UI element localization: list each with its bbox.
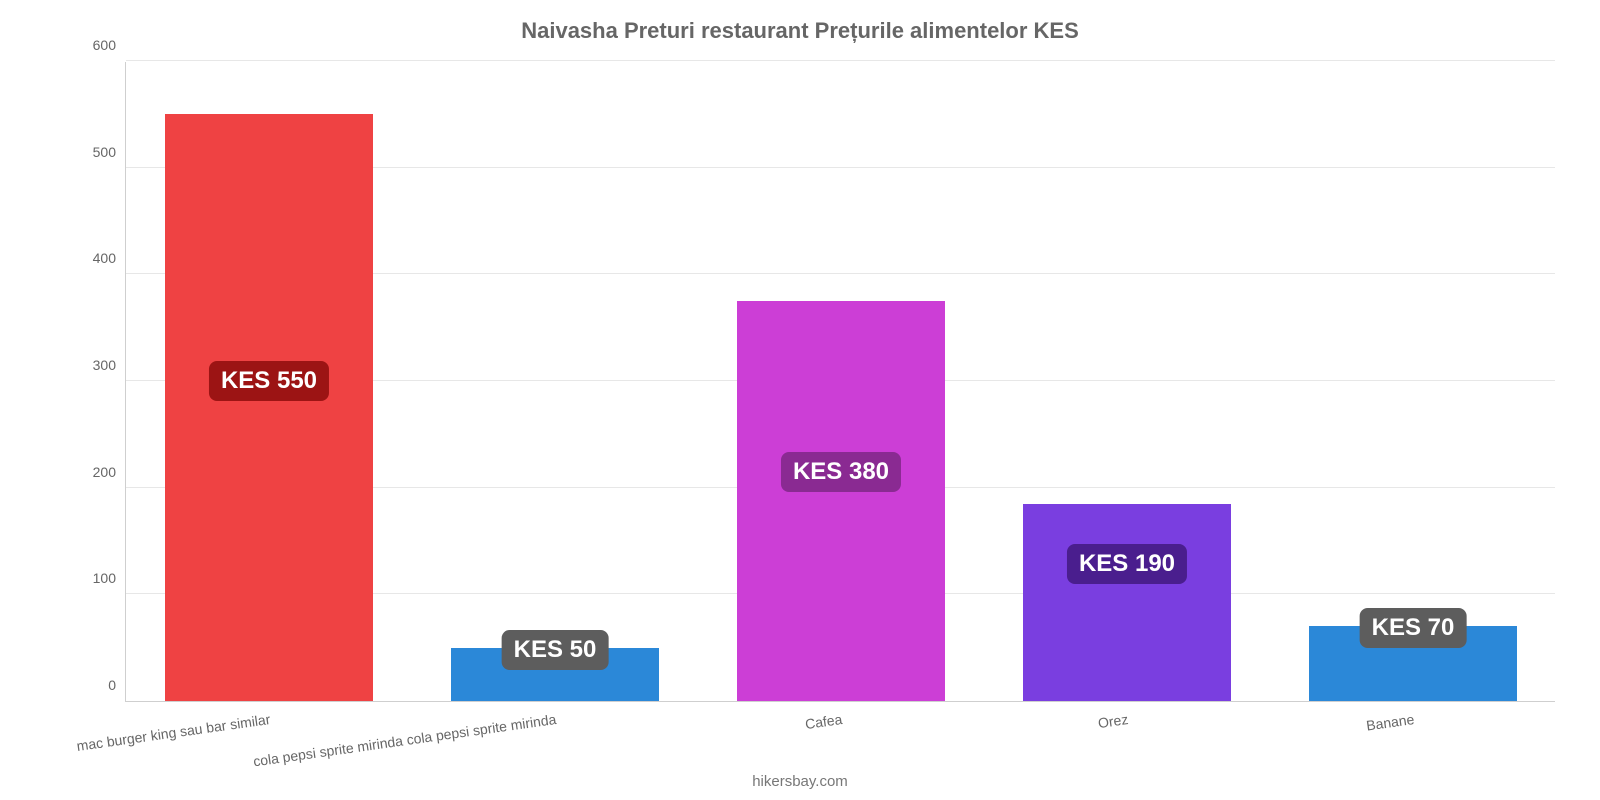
- y-tick-label: 500: [93, 144, 126, 160]
- y-tick-label: 100: [93, 570, 126, 586]
- y-tick-label: 300: [93, 357, 126, 373]
- y-tick-label: 600: [93, 37, 126, 53]
- chart-footer: hikersbay.com: [0, 773, 1600, 790]
- y-tick-label: 400: [93, 250, 126, 266]
- value-badge: KES 190: [1067, 544, 1187, 584]
- x-tick-label: cola pepsi sprite mirinda cola pepsi spr…: [252, 711, 557, 769]
- y-tick-label: 0: [108, 677, 126, 693]
- x-tick-label: Banane: [1365, 711, 1415, 734]
- bar: [165, 114, 374, 701]
- plot-area: 0100200300400500600mac burger king sau b…: [125, 62, 1555, 702]
- bar: [737, 301, 946, 701]
- value-badge: KES 380: [781, 452, 901, 492]
- value-badge: KES 550: [209, 361, 329, 401]
- chart-container: Naivasha Preturi restaurant Prețurile al…: [0, 0, 1600, 800]
- grid-line: [126, 60, 1555, 61]
- chart-title: Naivasha Preturi restaurant Prețurile al…: [0, 18, 1600, 44]
- y-tick-label: 200: [93, 464, 126, 480]
- value-badge: KES 50: [502, 630, 609, 670]
- x-tick-label: Cafea: [804, 711, 843, 732]
- x-tick-label: Orez: [1097, 711, 1129, 731]
- bar: [1023, 504, 1232, 701]
- value-badge: KES 70: [1360, 608, 1467, 648]
- x-tick-label: mac burger king sau bar similar: [76, 711, 272, 754]
